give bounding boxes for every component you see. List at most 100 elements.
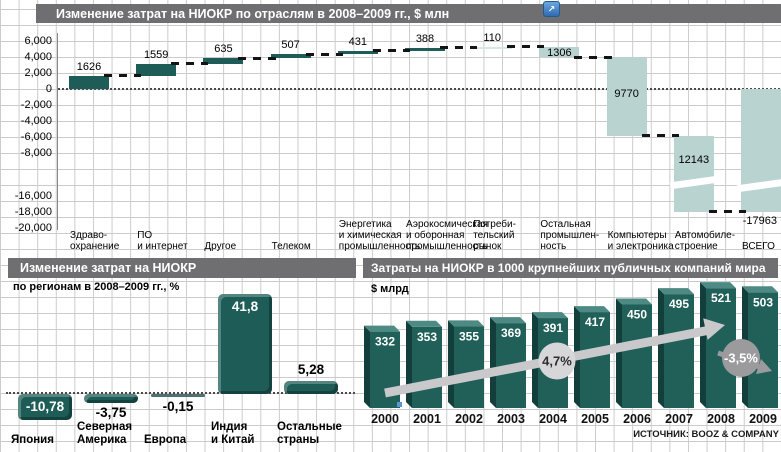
category-label: Компьютеры и электроника	[608, 214, 674, 252]
year-label: 2009	[749, 412, 777, 426]
companies-chart: 332 2000 353 2001 355 2002 369 2003 391 2004 417 20…	[363, 280, 781, 435]
year-value-label: 355	[459, 329, 479, 343]
region-category-label: Остальные страны	[277, 408, 351, 446]
year-bar	[580, 312, 610, 408]
category-label-text: Потреби- тельский рынок	[473, 219, 516, 252]
region-bar	[84, 394, 138, 403]
y-tick-label: 2,000	[24, 66, 52, 79]
decline-badge	[722, 339, 760, 377]
year-label: 2001	[413, 412, 441, 426]
bar-side-face	[490, 317, 496, 408]
y-tick-label: -18,000	[14, 205, 52, 218]
category-label-text: Другое	[204, 241, 237, 252]
export-icon[interactable]: ↗	[543, 1, 560, 17]
waterfall-bar	[741, 89, 781, 212]
waterfall-connector	[104, 74, 142, 78]
waterfall-connector	[507, 45, 545, 49]
bar-side-face	[700, 282, 706, 408]
bar-value-label: 635	[214, 43, 233, 56]
bar-top-face	[574, 306, 610, 313]
year-bar	[664, 294, 694, 408]
bar-value-label: 1306	[547, 46, 572, 59]
waterfall-bar	[606, 57, 647, 136]
waterfall-bar	[337, 50, 378, 55]
y-tick-label: -4,000	[20, 114, 52, 127]
region-value-label: 5,28	[297, 362, 325, 378]
region-bar	[151, 394, 205, 397]
region-bar	[218, 293, 272, 394]
waterfall-bar	[69, 75, 109, 89]
category-label-text: Телеком	[271, 241, 311, 252]
year-label: 2003	[497, 412, 525, 426]
zero-gridline	[6, 392, 355, 394]
bar-value-label: 9770	[614, 88, 639, 101]
y-axis-line	[57, 33, 58, 230]
year-label: 2000	[371, 412, 399, 426]
region-category-label: Индия и Китай	[211, 408, 285, 446]
year-label: 2002	[455, 412, 483, 426]
region-value-label: -3,75	[95, 405, 127, 420]
blue-marker	[397, 402, 402, 407]
year-value-label: 503	[753, 295, 773, 309]
category-label: Другое	[204, 214, 267, 252]
y-tick-label: -20,000	[14, 221, 52, 234]
category-label-text: ПО и интернет	[137, 230, 188, 252]
year-label: 2007	[665, 412, 693, 426]
category-label: Автомобиле- строение	[675, 214, 738, 252]
category-label-text: Остальная промышлен- ность	[540, 219, 600, 252]
region-bar	[284, 381, 338, 394]
waterfall-bar	[539, 46, 580, 58]
bar-top-face	[490, 317, 526, 324]
y-tick-label: -8,000	[20, 146, 52, 159]
bar-value-label: 1559	[143, 48, 169, 61]
bar-value-label: 1626	[76, 60, 102, 73]
waterfall-connector	[305, 52, 343, 56]
waterfall-connector	[708, 210, 746, 214]
waterfall-connector	[372, 49, 410, 53]
waterfall-bar	[270, 54, 311, 59]
waterfall-connector	[641, 134, 679, 138]
year-label: 2004	[539, 412, 567, 426]
bar-value-label: 110	[483, 31, 501, 44]
year-bar	[412, 326, 442, 408]
year-label: 2006	[623, 412, 651, 426]
category-label: Аэрокосмическая и оборонная промышленнос…	[406, 214, 488, 252]
region-category-label: Европа	[144, 408, 218, 446]
waterfall-connector	[574, 55, 612, 59]
bar-side-face	[658, 288, 664, 408]
waterfall-connector	[171, 62, 209, 66]
year-value-label: 391	[543, 321, 563, 335]
source-label: ИСТОЧНИК: BOOZ & COMPANY	[633, 429, 779, 440]
regions-chart-header: Изменение затрат на НИОКР	[8, 258, 356, 278]
bar-side-face	[448, 320, 454, 408]
category-label-text: Аэрокосмическая и оборонная промышленнос…	[406, 219, 488, 252]
companies-chart-title: Затраты на НИОКР в 1000 крупнейших публи…	[371, 261, 766, 275]
regions-chart-title: Изменение затрат на НИОКР	[20, 261, 197, 275]
region-category-text: Северная Америка	[77, 421, 133, 446]
companies-chart-unit: $ млрд	[371, 283, 409, 295]
waterfall-bar	[203, 58, 244, 64]
region-category-text: Европа	[144, 433, 187, 446]
region-category-text: Индия и Китай	[211, 421, 255, 446]
companies-chart-header: Затраты на НИОКР в 1000 крупнейших публи…	[363, 258, 778, 278]
region-category-label: Северная Америка	[77, 408, 151, 446]
bar-value-label: 388	[415, 32, 435, 45]
bar-side-face	[364, 325, 370, 408]
bar-top-face	[532, 312, 568, 319]
region-value-label: 41,8	[231, 298, 259, 314]
year-value-label: 353	[417, 330, 437, 344]
bar-top-face	[364, 325, 400, 332]
growth-badge	[538, 342, 576, 380]
decline-arrow-head	[756, 359, 772, 374]
category-label: Здраво- охранение	[70, 214, 133, 252]
trend-arrow-head	[703, 318, 725, 340]
category-label-text: ВСЕГО	[742, 241, 775, 252]
category-label: ВСЕГО	[742, 214, 781, 252]
bar-top-face	[658, 288, 694, 295]
y-tick-label: -6,000	[20, 130, 52, 143]
category-label: Потреби- тельский рынок	[473, 214, 536, 252]
category-label-text: Энергетика и химическая промышленность	[338, 219, 421, 252]
category-label: Телеком	[272, 214, 335, 252]
industries-chart-title: Изменение затрат на НИОКР по отраслям в …	[56, 6, 450, 21]
